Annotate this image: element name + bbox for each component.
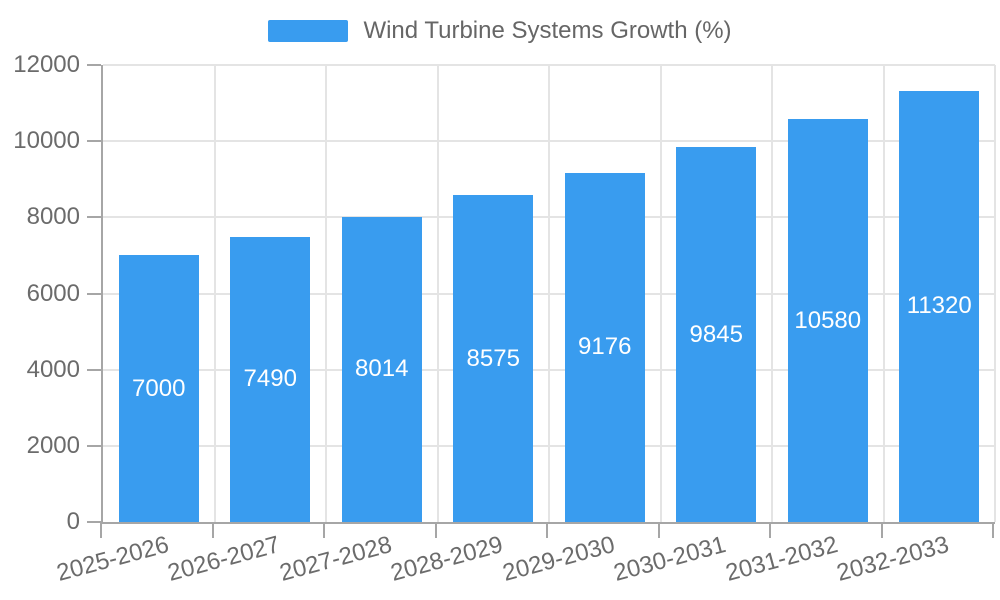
bar-value-label: 8014 xyxy=(355,355,409,383)
y-axis-tick-label: 2000 xyxy=(26,431,80,459)
bar[interactable]: 7000 xyxy=(118,255,199,522)
gridline-vertical xyxy=(436,65,439,522)
gridline-vertical xyxy=(771,65,773,522)
y-axis-tick-label: 8000 xyxy=(26,203,80,231)
bar[interactable]: 9176 xyxy=(564,172,645,522)
y-axis-tick xyxy=(87,444,101,447)
x-axis-tick xyxy=(880,522,883,538)
y-axis-tick-label: 10000 xyxy=(13,127,80,155)
bar[interactable]: 11320 xyxy=(899,90,980,522)
bar[interactable]: 8575 xyxy=(453,195,534,522)
bar[interactable]: 7490 xyxy=(230,236,311,522)
y-axis-tick xyxy=(87,368,101,371)
x-axis-tick xyxy=(100,522,102,538)
y-axis-tick xyxy=(87,292,101,295)
y-axis-tick-label: 4000 xyxy=(26,355,80,383)
x-axis-tick xyxy=(992,522,994,538)
x-axis-tick xyxy=(323,522,325,538)
x-axis-tick xyxy=(211,522,214,538)
legend-item[interactable]: Wind Turbine Systems Growth (%) xyxy=(0,17,1000,45)
gridline-vertical xyxy=(882,65,885,522)
bar-value-label: 7490 xyxy=(243,365,297,393)
gridline-vertical xyxy=(994,65,996,522)
y-axis-tick-label: 6000 xyxy=(26,279,80,307)
legend-swatch-icon xyxy=(268,20,349,42)
plot-area: 7000 7490 8014 8575 9176 9845 10580 11320 xyxy=(101,64,996,524)
bar[interactable]: 8014 xyxy=(341,216,422,522)
y-axis-tick-label: 12000 xyxy=(13,51,80,78)
gridline-vertical xyxy=(325,65,327,522)
x-axis-tick xyxy=(769,522,771,538)
bar[interactable]: 10580 xyxy=(787,119,868,522)
y-axis-tick xyxy=(87,521,101,523)
x-axis-tick xyxy=(546,522,548,538)
bar-value-label: 10580 xyxy=(794,306,862,334)
x-axis-tick xyxy=(657,522,660,538)
bar-value-label: 11320 xyxy=(906,292,972,320)
bar-value-label: 8575 xyxy=(466,344,520,372)
bar[interactable]: 9845 xyxy=(676,147,757,522)
bar-value-label: 9845 xyxy=(689,320,743,348)
y-axis-tick-label: 0 xyxy=(66,508,80,535)
bar-value-label: 7000 xyxy=(132,374,186,402)
bar-value-label: 9176 xyxy=(578,333,632,361)
legend-label: Wind Turbine Systems Growth (%) xyxy=(363,17,732,44)
y-axis-tick xyxy=(87,216,101,219)
gridline-vertical xyxy=(213,65,216,522)
x-axis-tick xyxy=(434,522,437,538)
y-axis-tick xyxy=(87,64,101,66)
y-axis-tick xyxy=(87,140,101,143)
gridline-vertical xyxy=(659,65,662,522)
gridline-vertical xyxy=(548,65,550,522)
